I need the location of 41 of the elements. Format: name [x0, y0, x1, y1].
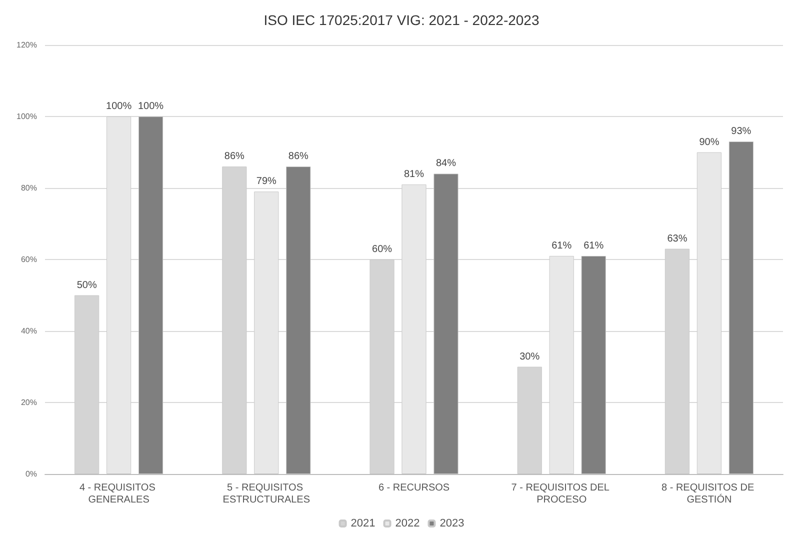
x-tick-label: 7 - REQUISITOS DEL PROCESO [511, 482, 612, 506]
y-tick-label: 100% [16, 112, 37, 121]
data-label: 100% [138, 101, 164, 112]
legend-label: 2022 [395, 518, 420, 530]
data-label: 61% [552, 240, 572, 252]
bar [286, 166, 311, 474]
bar [549, 256, 574, 474]
data-label: 86% [288, 151, 308, 162]
data-label: 90% [699, 136, 720, 148]
chart-title: ISO IEC 17025:2017 VIG: 2021 - 2022-2023 [264, 12, 540, 28]
y-tick-label: 40% [20, 326, 37, 336]
data-label: 79% [256, 176, 277, 188]
data-label: 81% [404, 168, 424, 180]
x-tick-label: 8 - REQUISITOS DE GESTIÓN [662, 482, 757, 506]
data-label: 100% [106, 101, 132, 112]
bar [728, 142, 754, 474]
bar [434, 174, 458, 474]
data-label: 61% [584, 240, 604, 252]
y-tick-label: 20% [20, 398, 37, 407]
x-tick-label: 5 - REQUISITOS ESTRUCTURALES [222, 482, 310, 506]
data-label: 84% [436, 158, 456, 170]
bar [402, 184, 426, 474]
y-tick-label: 120% [16, 40, 37, 50]
bar [581, 256, 606, 474]
data-label: 50% [76, 280, 97, 291]
data-label: 63% [667, 233, 688, 244]
legend-label: 2021 [350, 518, 376, 530]
bar [254, 192, 279, 474]
data-label: 93% [731, 126, 752, 138]
y-tick-label: 60% [20, 255, 37, 264]
data-label: 30% [520, 351, 540, 362]
bar [138, 116, 164, 474]
data-label: 86% [224, 151, 245, 162]
legend-label: 2023 [440, 518, 464, 530]
y-tick-label: 0% [25, 470, 37, 478]
x-tick-label: 4 - REQUISITOS GENERALES [79, 482, 158, 506]
bar [106, 116, 132, 474]
x-tick-label: 6 - RECURSOS [378, 482, 450, 494]
data-label: 60% [372, 244, 392, 255]
bar [696, 152, 722, 474]
y-tick-label: 80% [20, 184, 37, 192]
